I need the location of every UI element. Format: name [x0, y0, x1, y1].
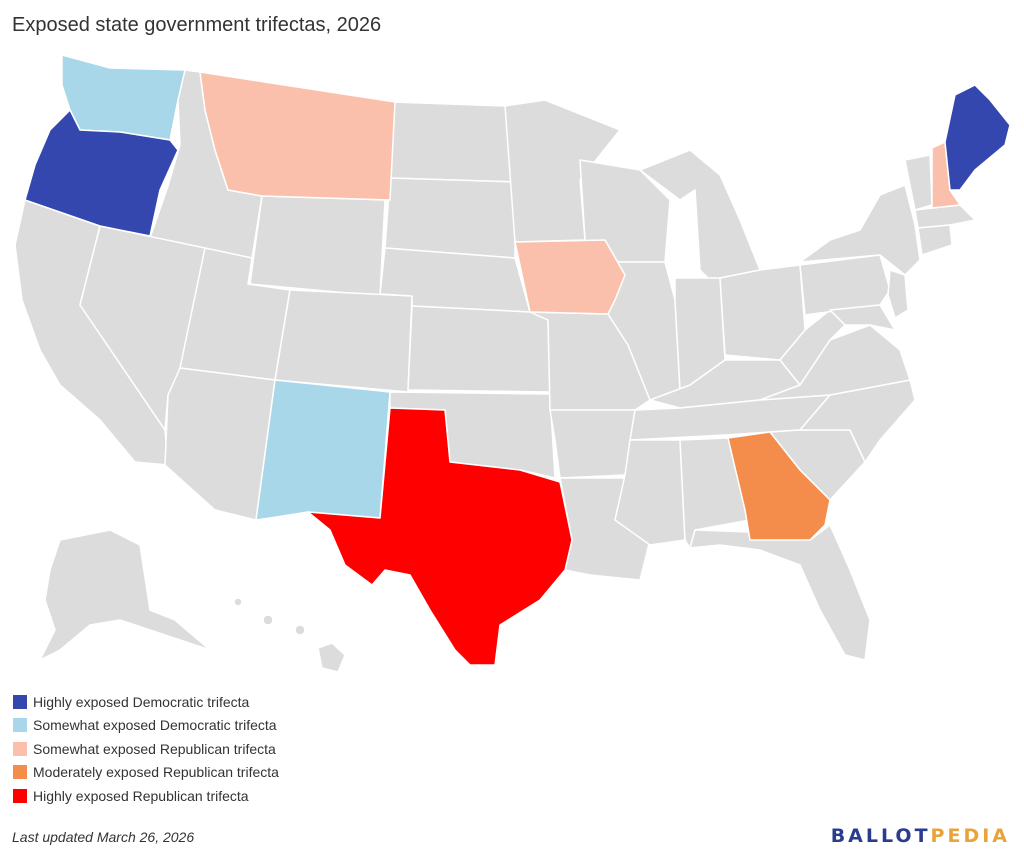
legend-label: Somewhat exposed Republican trifecta [33, 740, 276, 757]
state-connecticut[interactable] [917, 224, 953, 256]
legend: Highly exposed Democratic trifecta Somew… [13, 690, 279, 808]
legend-swatch [13, 788, 27, 803]
state-hawaii-maui[interactable] [294, 624, 306, 636]
state-hawaii[interactable] [317, 642, 346, 673]
state-massachusetts[interactable] [914, 204, 976, 229]
state-washington[interactable] [61, 54, 186, 141]
state-alaska[interactable] [39, 529, 211, 661]
legend-label: Somewhat exposed Democratic trifecta [33, 717, 277, 734]
state-texas[interactable] [307, 407, 573, 666]
logo-part-pedia: PEDIA [930, 825, 1010, 847]
legend-item: Highly exposed Democratic trifecta [13, 690, 279, 714]
legend-label: Moderately exposed Republican trifecta [33, 764, 279, 781]
state-maine[interactable] [944, 84, 1011, 191]
legend-label: Highly exposed Democratic trifecta [33, 693, 250, 710]
legend-item: Highly exposed Republican trifecta [13, 784, 279, 808]
state-new-hampshire[interactable] [931, 141, 961, 209]
state-hawaii-kauai[interactable] [233, 597, 243, 607]
state-oregon[interactable] [24, 109, 179, 237]
last-updated-note: Last updated March 26, 2026 [12, 829, 195, 845]
state-georgia[interactable] [727, 431, 831, 541]
state-colorado[interactable] [274, 289, 413, 393]
us-map [14, 54, 1011, 673]
state-arkansas[interactable] [549, 409, 636, 479]
state-kansas[interactable] [407, 305, 551, 393]
state-iowa[interactable] [514, 239, 626, 315]
state-north-dakota[interactable] [389, 101, 516, 183]
state-new-jersey[interactable] [887, 269, 909, 319]
legend-item: Moderately exposed Republican trifecta [13, 761, 279, 785]
state-maryland[interactable] [829, 304, 896, 331]
state-new-york[interactable] [799, 184, 921, 276]
legend-item: Somewhat exposed Republican trifecta [13, 737, 279, 761]
state-south-dakota[interactable] [384, 177, 516, 259]
legend-swatch [13, 694, 27, 709]
state-wyoming[interactable] [249, 195, 386, 297]
legend-swatch [13, 718, 27, 733]
ballotpedia-logo[interactable]: BALLOTPEDIA [831, 825, 1010, 847]
logo-part-ballot: BALLOT [830, 825, 931, 847]
state-new-mexico[interactable] [255, 379, 391, 521]
legend-label: Highly exposed Republican trifecta [33, 787, 249, 804]
state-montana[interactable] [199, 71, 396, 201]
legend-swatch [13, 741, 27, 756]
state-hawaii-oahu[interactable] [262, 614, 274, 626]
map-title: Exposed state government trifectas, 2026 [12, 14, 382, 36]
legend-swatch [13, 765, 27, 780]
state-florida[interactable] [689, 524, 871, 661]
legend-item: Somewhat exposed Democratic trifecta [13, 714, 279, 738]
